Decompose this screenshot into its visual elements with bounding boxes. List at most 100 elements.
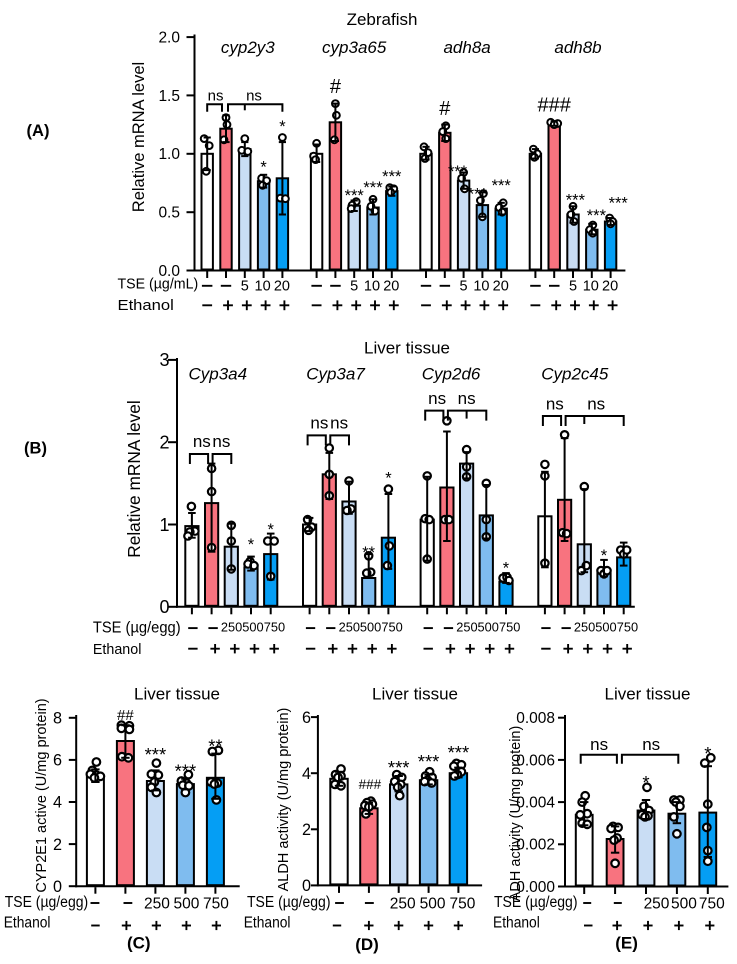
svg-text:***: *** [587,207,607,225]
svg-text:***: *** [566,191,586,209]
svg-text:***: *** [345,187,365,205]
svg-text:#: # [330,76,342,98]
svg-text:***: *** [382,168,402,186]
svg-text:Zebrafish: Zebrafish [347,10,418,29]
svg-text:TSE (µg/egg): TSE (µg/egg) [247,894,331,911]
svg-text:Liver tissue: Liver tissue [364,339,450,358]
svg-text:2: 2 [302,821,311,839]
svg-text:750: 750 [699,896,725,913]
svg-text:5: 5 [350,279,358,295]
svg-text:ns: ns [587,395,605,414]
svg-text:750: 750 [449,896,475,913]
svg-text:8: 8 [53,710,62,728]
svg-text:*: * [503,560,510,578]
svg-text:Ethanol: Ethanol [118,298,174,314]
svg-text:adh8a: adh8a [443,38,490,57]
svg-text:4: 4 [53,794,62,812]
svg-text:Cyp3a4: Cyp3a4 [188,365,247,384]
svg-text:3: 3 [159,350,169,370]
svg-text:ns: ns [590,735,608,754]
svg-text:750: 750 [381,620,402,635]
svg-text:*: * [267,521,274,539]
svg-text:ADH activity (U/mg protein): ADH activity (U/mg protein) [508,726,524,902]
svg-text:ns: ns [642,735,660,754]
svg-text:10: 10 [255,279,271,295]
svg-text:*: * [704,743,711,764]
svg-text:0: 0 [53,878,62,896]
svg-text:0.5: 0.5 [158,205,180,222]
svg-text:ns: ns [428,389,446,408]
svg-text:0: 0 [302,877,311,895]
svg-text:###: ### [538,95,572,117]
svg-text:cyp3a65: cyp3a65 [322,38,387,57]
svg-text:2: 2 [159,433,169,453]
svg-text:***: *** [468,186,488,204]
svg-text:500: 500 [420,896,446,913]
svg-text:ns: ns [246,87,262,104]
svg-text:4: 4 [302,765,311,783]
svg-text:(B): (B) [24,440,47,458]
svg-text:ns: ns [458,389,476,408]
svg-text:250: 250 [221,620,242,635]
svg-text:1.0: 1.0 [158,146,180,163]
svg-text:250: 250 [144,896,170,913]
svg-text:ns: ns [212,432,230,451]
svg-text:500: 500 [595,620,616,635]
svg-text:6: 6 [302,709,311,727]
svg-text:10: 10 [364,279,380,295]
svg-text:750: 750 [264,620,285,635]
svg-text:*: * [260,159,267,177]
svg-text:250: 250 [390,896,416,913]
svg-text:Cyp2d6: Cyp2d6 [422,365,481,384]
svg-text:1.5: 1.5 [158,88,180,105]
svg-text:*: * [642,772,649,793]
svg-text:ns: ns [310,414,328,433]
svg-text:TSE (µg/egg): TSE (µg/egg) [93,620,181,637]
svg-text:###: ### [359,777,382,792]
svg-text:Ethanol: Ethanol [493,915,540,932]
svg-text:500: 500 [671,896,697,913]
svg-text:Liver tissue: Liver tissue [372,685,458,704]
svg-text:6: 6 [53,752,62,770]
svg-text:0.008: 0.008 [516,710,555,727]
svg-text:Cyp3a7: Cyp3a7 [306,365,365,384]
svg-text:TSE (µg/mL): TSE (µg/mL) [118,277,199,293]
svg-text:0: 0 [159,597,169,617]
svg-text:250: 250 [574,620,595,635]
svg-text:cyp2y3: cyp2y3 [221,38,275,57]
svg-text:750: 750 [203,896,229,913]
svg-text:0.000: 0.000 [516,879,555,896]
svg-text:***: *** [363,179,383,197]
svg-text:0.006: 0.006 [516,752,555,769]
svg-text:***: *** [388,757,410,778]
svg-text:***: *** [448,742,470,763]
svg-text:***: *** [418,751,440,772]
svg-text:0.0: 0.0 [158,263,180,280]
svg-text:250: 250 [456,620,477,635]
svg-text:Ethanol: Ethanol [4,915,51,932]
svg-text:Relative mRNA level: Relative mRNA level [130,62,148,212]
svg-text:Liver tissue: Liver tissue [605,685,691,704]
svg-text:0.002: 0.002 [516,837,555,854]
svg-text:**: ** [208,736,222,757]
svg-text:ns: ns [330,414,348,433]
svg-text:500: 500 [173,896,199,913]
svg-text:10: 10 [583,279,599,295]
svg-text:adh8b: adh8b [554,38,601,57]
svg-text:#: # [439,98,451,120]
svg-text:0.004: 0.004 [516,795,555,812]
svg-text:ALDH activity (U/mg protein): ALDH activity (U/mg protein) [276,708,292,892]
svg-text:*: * [385,470,392,488]
svg-text:***: *** [175,761,197,782]
svg-text:*: * [248,536,255,554]
svg-text:Cyp2c45: Cyp2c45 [541,365,609,384]
svg-text:***: *** [609,194,629,212]
svg-text:2.0: 2.0 [158,30,180,47]
svg-text:500: 500 [360,620,381,635]
svg-text:Ethanol: Ethanol [244,915,291,932]
svg-text:250: 250 [644,896,670,913]
svg-text:***: *** [448,163,468,181]
svg-text:TSE (µg/egg): TSE (µg/egg) [5,894,89,911]
svg-text:10: 10 [473,279,489,295]
svg-text:CYP2E1 active (U/mg protein): CYP2E1 active (U/mg protein) [34,698,50,892]
